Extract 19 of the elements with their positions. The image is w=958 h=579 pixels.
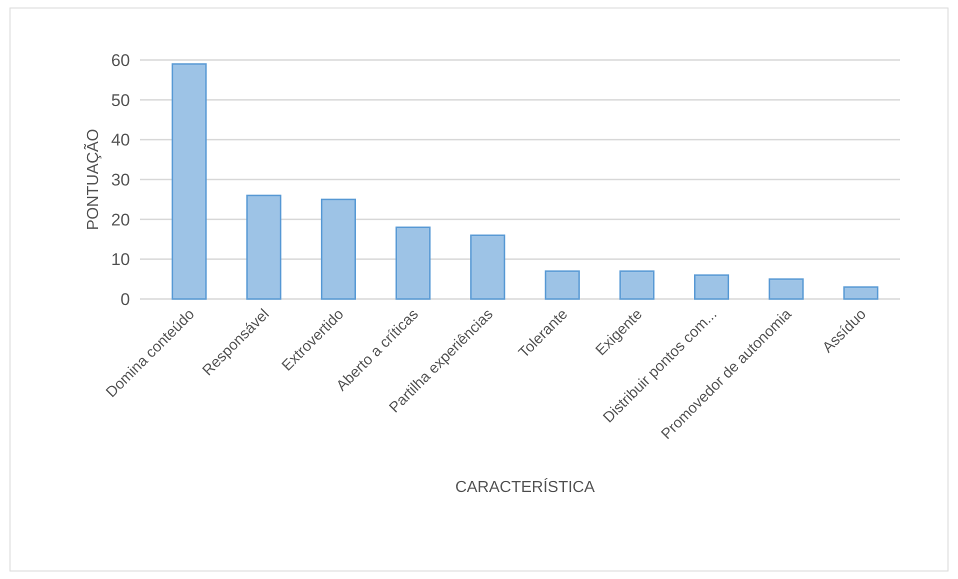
y-tick-label: 0 [120, 290, 130, 309]
y-tick-label: 30 [111, 170, 130, 190]
bar [768, 278, 804, 300]
bar [172, 63, 207, 300]
y-tick-label: 10 [111, 250, 130, 270]
y-tick-label: 60 [111, 50, 130, 70]
bar [470, 234, 506, 300]
bar [544, 270, 580, 300]
bar [843, 286, 878, 300]
x-axis-title: CARACTERÍSTICA [455, 478, 596, 496]
bar [246, 194, 282, 300]
bar [320, 198, 356, 300]
y-tick-label: 50 [111, 90, 130, 110]
y-tick-label: 40 [111, 130, 130, 150]
bar [619, 270, 654, 300]
y-axis-title: PONTUAÇÃO [83, 128, 102, 230]
bar [396, 226, 431, 300]
y-tick-label: 20 [111, 210, 130, 230]
bar [694, 274, 730, 300]
